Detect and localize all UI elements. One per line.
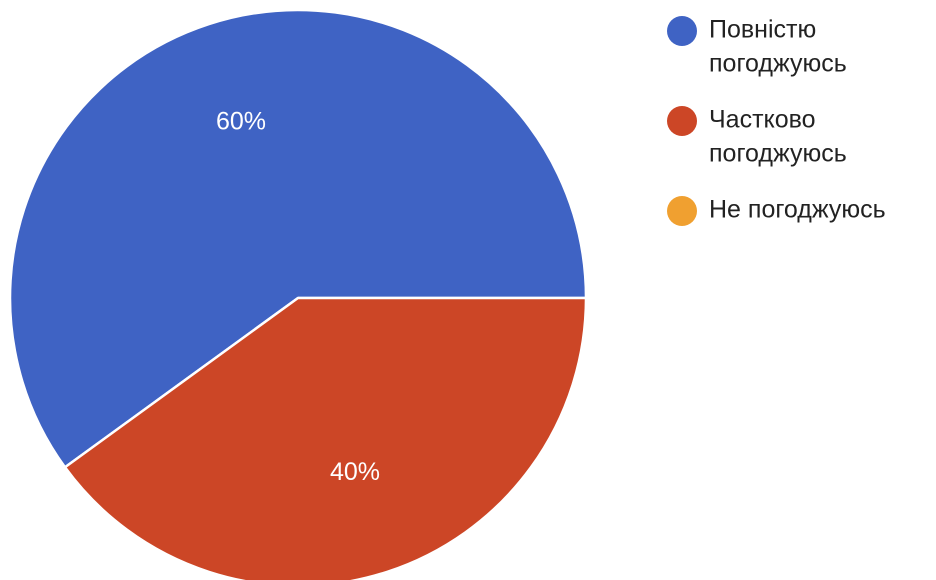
slice-percent-label-2: 40% — [330, 458, 380, 486]
legend-marker-3 — [667, 196, 697, 226]
legend-marker-1 — [667, 16, 697, 46]
pie-slice-1 — [8, 8, 588, 469]
legend-label-3-line-1: Не погоджуюсь — [709, 196, 886, 224]
legend-label-2-line-2: погоджуюсь — [709, 140, 847, 168]
legend-label-1-line-1: Повністю — [709, 16, 816, 44]
slice-percent-label-1: 60% — [216, 107, 266, 135]
legend: Повністю погоджуюсь Частково погоджуюсь Не п… — [667, 16, 886, 226]
legend-label-2-line-1: Частково — [709, 106, 816, 134]
pie-slice-2 — [63, 296, 588, 580]
pie-slices — [8, 8, 588, 580]
pie-slice-labels: 60% 40% — [216, 107, 380, 486]
legend-label-1-line-2: погоджуюсь — [709, 50, 847, 78]
legend-marker-2 — [667, 106, 697, 136]
